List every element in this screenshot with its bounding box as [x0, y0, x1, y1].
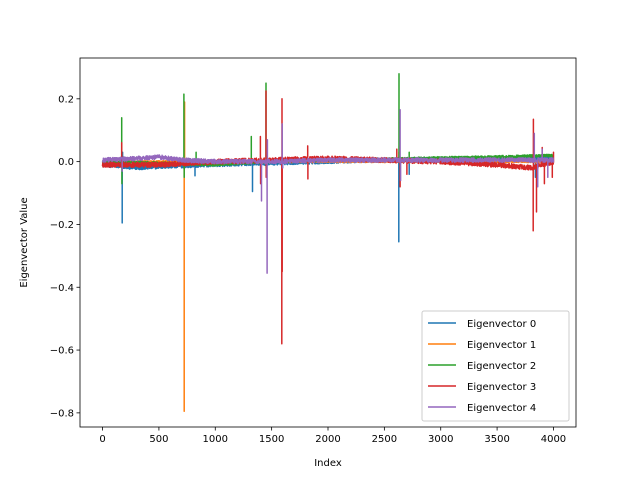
legend-frame — [421, 310, 570, 422]
legend-label-4: Eigenvector 4 — [467, 403, 536, 414]
series-line-4 — [101, 109, 555, 274]
x-tick-label: 1500 — [259, 434, 284, 445]
y-tick-label: −0.8 — [50, 408, 74, 419]
x-tick-label: 1000 — [203, 434, 228, 445]
y-tick-label: −0.6 — [50, 346, 74, 357]
x-axis-label: Index — [314, 458, 342, 469]
y-axis-label: Eigenvector Value — [19, 197, 30, 287]
y-tick-label: 0.2 — [58, 94, 74, 105]
legend-label-0: Eigenvector 0 — [467, 319, 536, 330]
legend-label-1: Eigenvector 1 — [467, 340, 536, 351]
y-tick-label: −0.2 — [50, 220, 74, 231]
x-tick-label: 4000 — [541, 434, 566, 445]
x-tick-label: 2000 — [315, 434, 340, 445]
x-tick-label: 0 — [99, 434, 105, 445]
y-tick-label: 0.0 — [58, 157, 74, 168]
series-layer — [101, 72, 555, 413]
legend-label-3: Eigenvector 3 — [467, 382, 536, 393]
x-axis: 0 500 1000 1500 2000 2500 3000 3500 4000 — [99, 427, 566, 445]
x-tick-label: 3500 — [484, 434, 509, 445]
legend: Eigenvector 0 Eigenvector 1 Eigenvector 2 E… — [421, 310, 570, 422]
x-tick-label: 500 — [149, 434, 168, 445]
legend-label-2: Eigenvector 2 — [467, 361, 536, 372]
series-line-3 — [101, 90, 555, 345]
x-tick-label: 2500 — [372, 434, 397, 445]
y-tick-label: −0.4 — [50, 283, 74, 294]
x-tick-label: 3000 — [428, 434, 453, 445]
y-axis: −0.8 −0.6 −0.4 −0.2 0.0 0.2 — [50, 94, 80, 419]
